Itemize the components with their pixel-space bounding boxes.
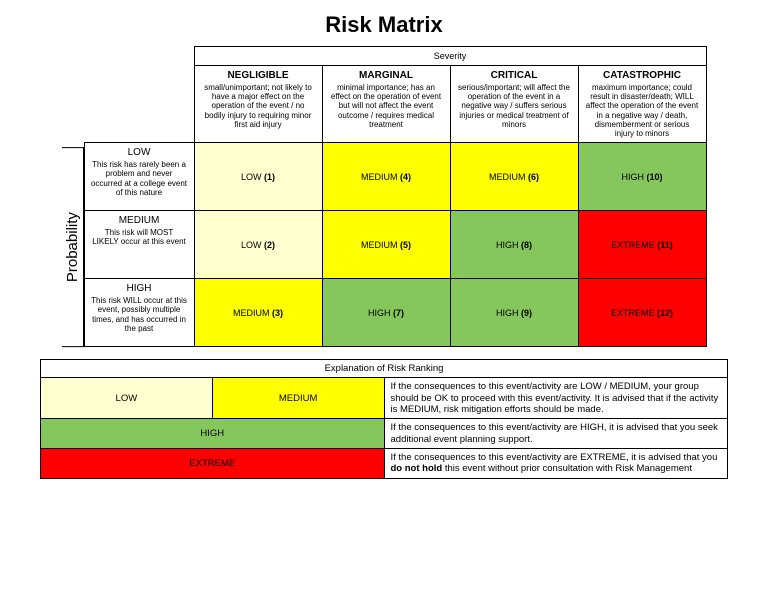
row-heading: MEDIUM xyxy=(91,215,188,226)
risk-cell: MEDIUM (5) xyxy=(322,211,450,279)
severity-axis-label: Severity xyxy=(194,47,706,66)
risk-cell: EXTREME (11) xyxy=(578,211,706,279)
cell-number: (5) xyxy=(400,240,411,250)
spacer-cell xyxy=(84,66,194,143)
cell-level: MEDIUM xyxy=(361,240,400,250)
cell-level: EXTREME xyxy=(611,308,657,318)
row-heading: LOW xyxy=(91,147,188,158)
cell-level: MEDIUM xyxy=(361,172,400,182)
matrix-row-high: HIGH This risk WILL occur at this event,… xyxy=(84,279,706,347)
cell-number: (7) xyxy=(393,308,404,318)
col-heading: NEGLIGIBLE xyxy=(201,70,316,81)
cell-number: (1) xyxy=(264,172,275,182)
explanation-text: If the consequences to this event/activi… xyxy=(384,419,728,449)
cell-level: EXTREME xyxy=(611,240,657,250)
cell-level: HIGH xyxy=(368,308,393,318)
col-heading: MARGINAL xyxy=(329,70,444,81)
explanation-row-low-medium: LOW MEDIUM If the consequences to this e… xyxy=(41,378,728,419)
risk-cell: EXTREME (12) xyxy=(578,279,706,347)
risk-cell: MEDIUM (6) xyxy=(450,143,578,211)
cell-number: (10) xyxy=(647,172,663,182)
cell-level: LOW xyxy=(241,240,264,250)
cell-number: (6) xyxy=(528,172,539,182)
cell-level: HIGH xyxy=(621,172,646,182)
cell-number: (2) xyxy=(264,240,275,250)
cell-number: (12) xyxy=(657,308,673,318)
level-cell-medium: MEDIUM xyxy=(212,378,384,419)
explanation-table: Explanation of Risk Ranking LOW MEDIUM I… xyxy=(40,359,728,479)
level-cell-high: HIGH xyxy=(41,419,385,449)
exp-text-part: If the consequences to this event/activi… xyxy=(391,452,718,463)
col-desc: minimal importance; has an effect on the… xyxy=(329,83,444,129)
explanation-text: If the consequences to this event/activi… xyxy=(384,378,728,419)
severity-col-catastrophic: CATASTROPHIC maximum importance; could r… xyxy=(578,66,706,143)
matrix-row-medium: MEDIUM This risk will MOST LIKELY occur … xyxy=(84,211,706,279)
level-cell-extreme: EXTREME xyxy=(41,449,385,479)
page-title: Risk Matrix xyxy=(12,12,756,38)
risk-cell: HIGH (10) xyxy=(578,143,706,211)
cell-level: MEDIUM xyxy=(233,308,272,318)
matrix-row-low: LOW This risk has rarely been a problem … xyxy=(84,143,706,211)
row-desc: This risk will MOST LIKELY occur at this… xyxy=(91,228,188,246)
risk-cell: HIGH (7) xyxy=(322,279,450,347)
risk-cell: HIGH (8) xyxy=(450,211,578,279)
cell-level: HIGH xyxy=(496,240,521,250)
probability-row-low: LOW This risk has rarely been a problem … xyxy=(84,143,194,211)
risk-matrix-table: Severity NEGLIGIBLE small/unimportant; n… xyxy=(84,46,707,347)
col-desc: maximum importance; could result in disa… xyxy=(585,83,700,138)
risk-cell: HIGH (9) xyxy=(450,279,578,347)
cell-level: MEDIUM xyxy=(489,172,528,182)
explanation-title: Explanation of Risk Ranking xyxy=(41,360,728,378)
col-heading: CRITICAL xyxy=(457,70,572,81)
cell-number: (4) xyxy=(400,172,411,182)
severity-col-critical: CRITICAL serious/important; will affect … xyxy=(450,66,578,143)
explanation-row-high: HIGH If the consequences to this event/a… xyxy=(41,419,728,449)
severity-col-negligible: NEGLIGIBLE small/unimportant; not likely… xyxy=(194,66,322,143)
cell-number: (3) xyxy=(272,308,283,318)
row-desc: This risk WILL occur at this event, poss… xyxy=(91,296,188,333)
row-heading: HIGH xyxy=(91,283,188,294)
risk-cell: MEDIUM (4) xyxy=(322,143,450,211)
severity-header-row: NEGLIGIBLE small/unimportant; not likely… xyxy=(84,66,706,143)
cell-level: HIGH xyxy=(496,308,521,318)
col-desc: small/unimportant; not likely to have a … xyxy=(201,83,316,129)
risk-cell: LOW (1) xyxy=(194,143,322,211)
cell-number: (11) xyxy=(657,240,673,250)
cell-level: LOW xyxy=(241,172,264,182)
spacer-cell xyxy=(84,47,194,66)
probability-row-medium: MEDIUM This risk will MOST LIKELY occur … xyxy=(84,211,194,279)
explanation-text-extreme: If the consequences to this event/activi… xyxy=(384,449,728,479)
explanation-container: Explanation of Risk Ranking LOW MEDIUM I… xyxy=(40,359,728,479)
risk-cell: LOW (2) xyxy=(194,211,322,279)
severity-col-marginal: MARGINAL minimal importance; has an effe… xyxy=(322,66,450,143)
matrix-container: Probability Severity NEGLIGIBLE small/un… xyxy=(12,46,756,347)
level-cell-low: LOW xyxy=(41,378,213,419)
row-desc: This risk has rarely been a problem and … xyxy=(91,160,188,197)
explanation-row-extreme: EXTREME If the consequences to this even… xyxy=(41,449,728,479)
cell-number: (9) xyxy=(521,308,532,318)
cell-number: (8) xyxy=(521,240,532,250)
risk-cell: MEDIUM (3) xyxy=(194,279,322,347)
exp-text-bold: do not hold xyxy=(391,463,443,474)
col-desc: serious/important; will affect the opera… xyxy=(457,83,572,129)
col-heading: CATASTROPHIC xyxy=(585,70,700,81)
probability-axis-label: Probability xyxy=(62,147,84,347)
probability-row-high: HIGH This risk WILL occur at this event,… xyxy=(84,279,194,347)
exp-text-part: this event without prior consultation wi… xyxy=(442,463,692,474)
